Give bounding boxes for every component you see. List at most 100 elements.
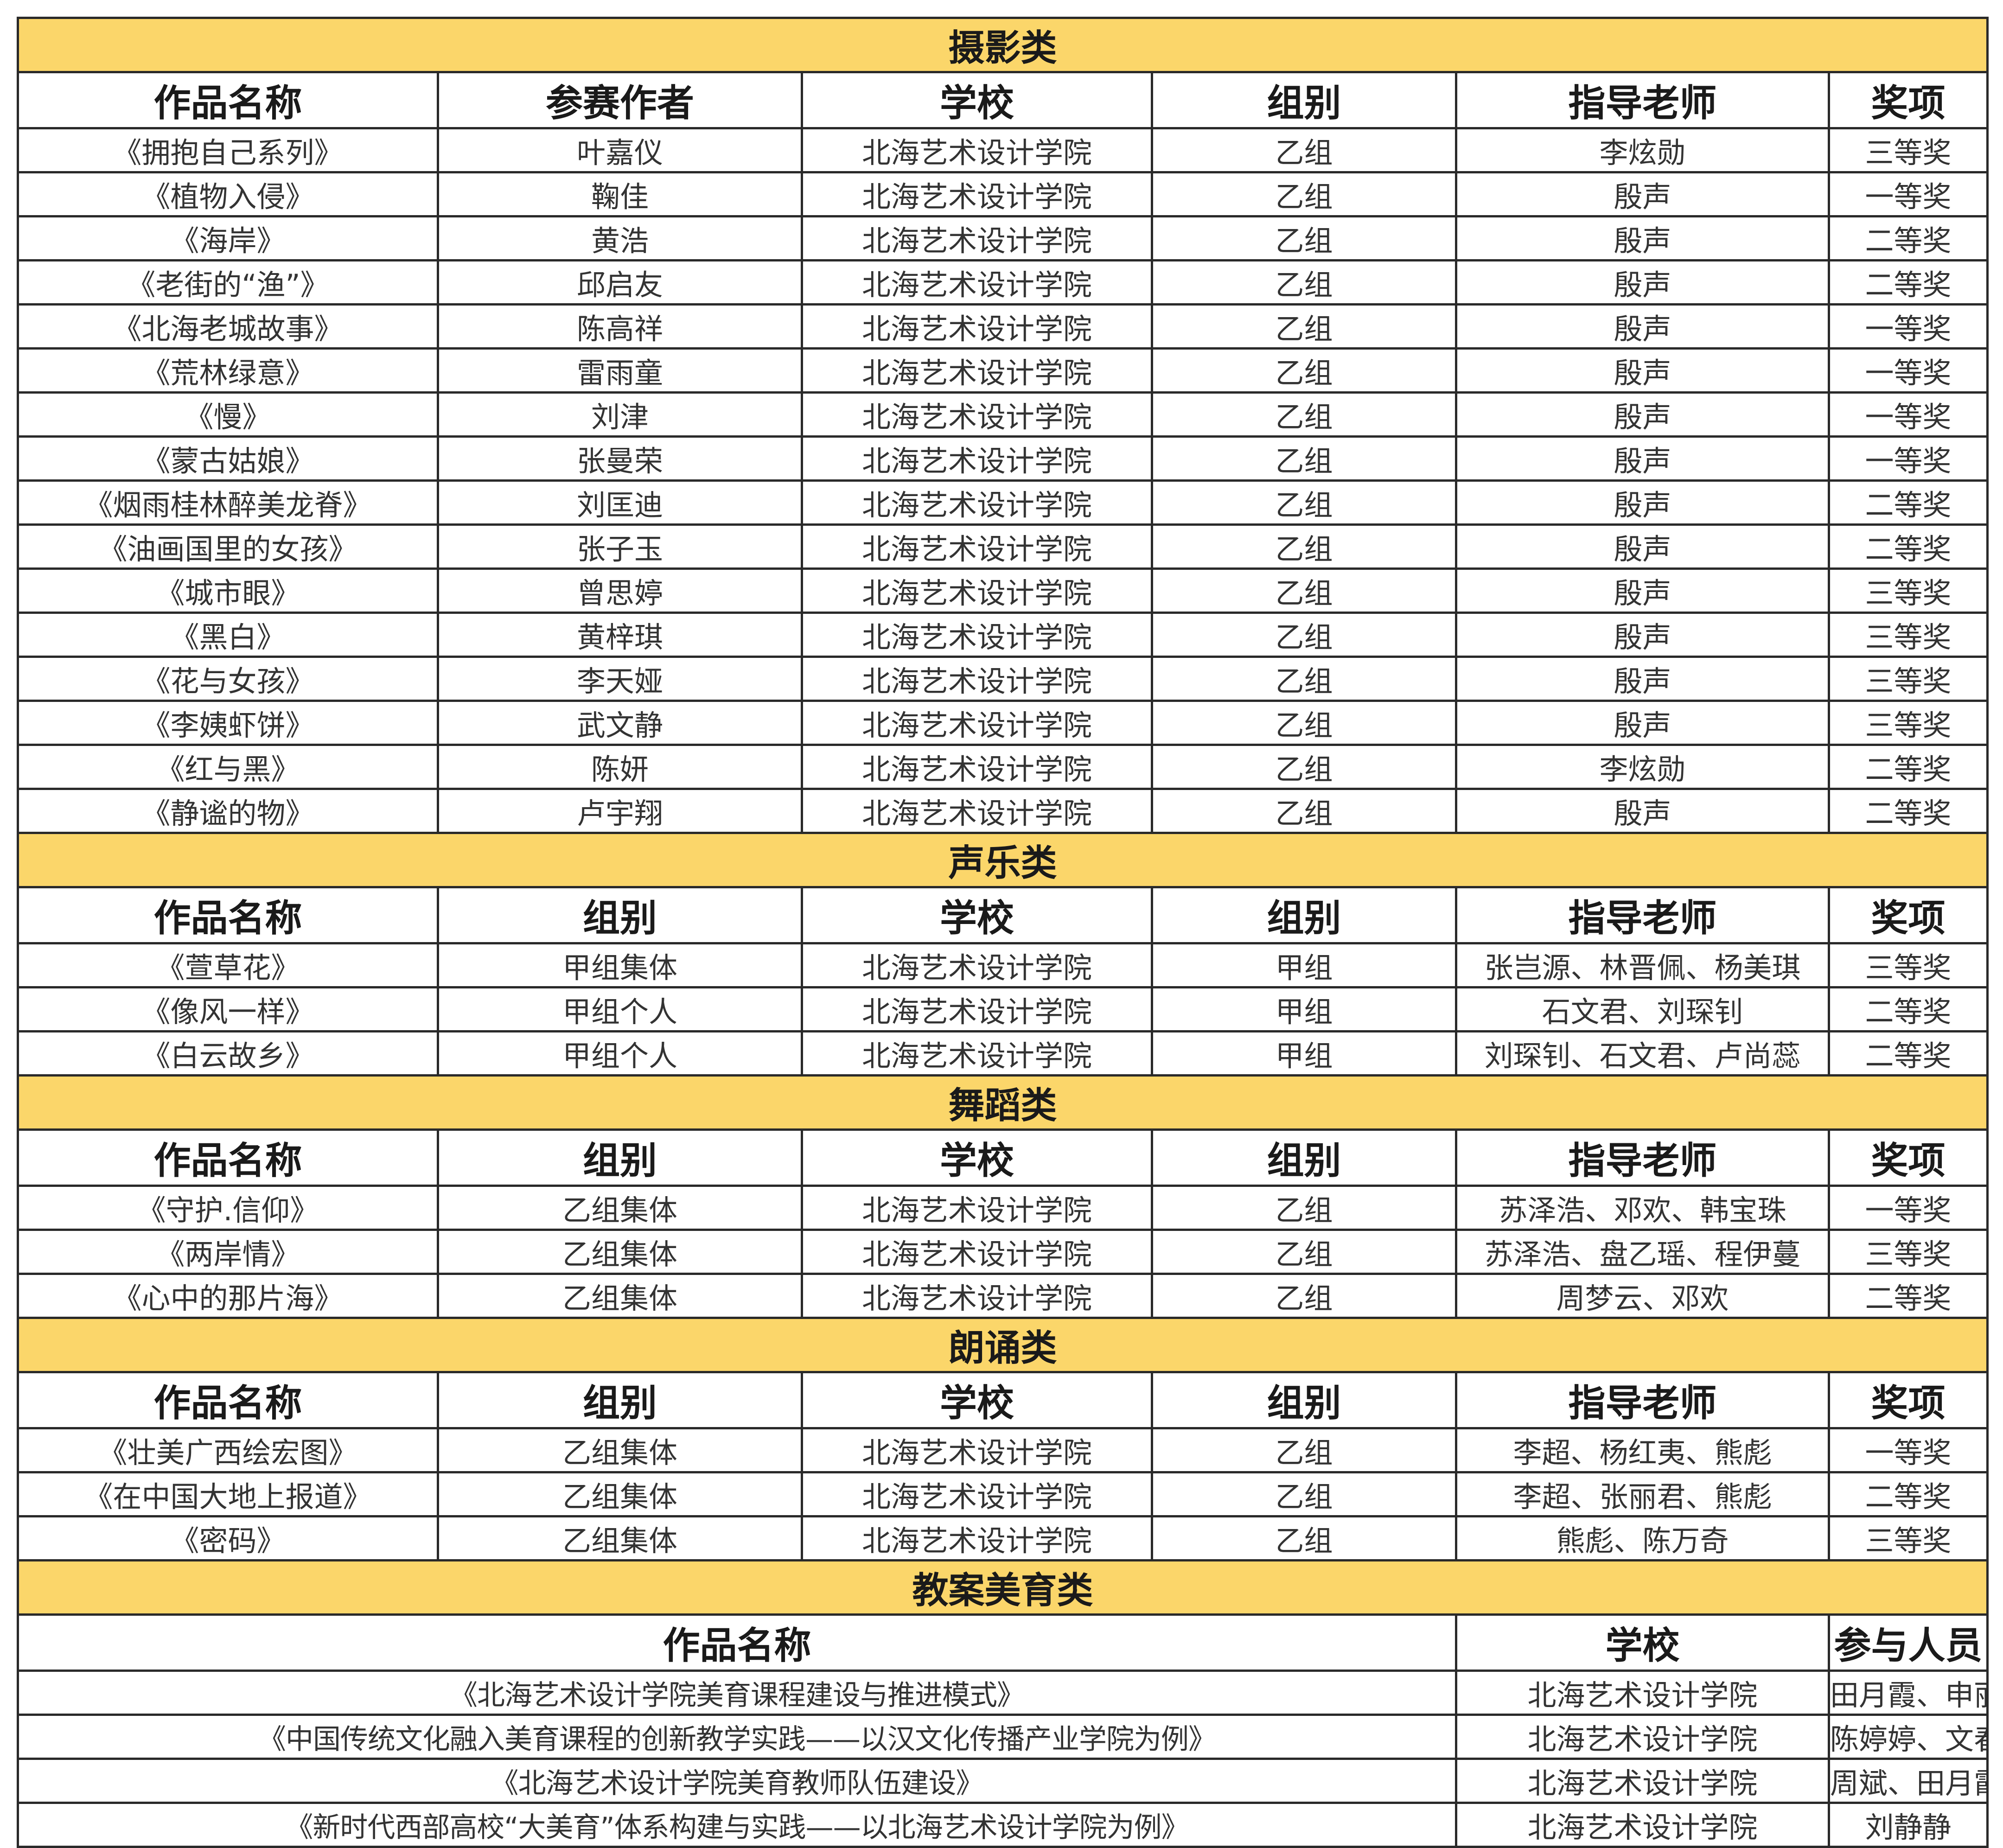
group-cell: 乙组 (1151, 1229, 1457, 1275)
school-cell: 北海艺术设计学院 (801, 259, 1153, 306)
group-cell: 乙组 (1151, 435, 1457, 482)
work-title-cell: 《海岸》 (17, 215, 439, 261)
column-header-work-title: 作品名称 (17, 1128, 439, 1187)
section-header: 教案美育类 (16, 1559, 1989, 1616)
work-title-cell: 《壮美广西绘宏图》 (17, 1427, 439, 1473)
column-header-instructor: 指导老师 (1455, 886, 1830, 944)
school-cell: 北海艺术设计学院 (801, 612, 1153, 658)
author-or-group-cell: 张曼荣 (437, 435, 803, 482)
award-cell: 三等奖 (1827, 942, 1989, 988)
award-cell: 二等奖 (1827, 1471, 1989, 1517)
work-title-cell: 《密码》 (17, 1515, 439, 1561)
column-header-row: 作品名称 组别 学校 组别 指导老师 奖项 (17, 886, 1989, 944)
school-cell: 北海艺术设计学院 (801, 1515, 1153, 1561)
work-title-cell: 《蒙古姑娘》 (17, 435, 439, 482)
work-title-cell: 《红与黑》 (17, 744, 439, 790)
work-title-cell: 《守护.信仰》 (17, 1185, 439, 1231)
work-title-cell: 《两岸情》 (17, 1229, 439, 1275)
award-cell: 三等奖 (1827, 1229, 1989, 1275)
instructor-cell: 殷声 (1455, 567, 1830, 614)
table-row: 《心中的那片海》 乙组集体 北海艺术设计学院 乙组 周梦云、邓欢 二等奖 (17, 1273, 1989, 1319)
work-title-cell: 《北海老城故事》 (17, 303, 439, 350)
author-or-group-cell: 武文静 (437, 700, 803, 746)
instructor-cell: 殷声 (1455, 171, 1830, 217)
school-cell: 北海艺术设计学院 (801, 391, 1153, 438)
instructor-cell: 李炫勋 (1455, 127, 1830, 173)
school-cell: 北海艺术设计学院 (801, 127, 1153, 173)
award-cell: 二等奖 (1827, 1030, 1989, 1077)
group-cell: 乙组 (1151, 567, 1457, 614)
group-cell: 甲组 (1151, 986, 1457, 1032)
author-or-group-cell: 刘匡迪 (437, 479, 803, 526)
column-header-instructor: 指导老师 (1455, 71, 1830, 129)
award-cell: 二等奖 (1827, 788, 1989, 834)
table-row: 《两岸情》 乙组集体 北海艺术设计学院 乙组 苏泽浩、盘乙瑶、程伊蔓 三等奖 (17, 1229, 1989, 1275)
school-cell: 北海艺术设计学院 (801, 1030, 1153, 1077)
table-row: 《萱草花》 甲组集体 北海艺术设计学院 甲组 张岂源、林晋佩、杨美琪 三等奖 (17, 942, 1989, 988)
school-cell: 北海艺术设计学院 (801, 435, 1153, 482)
work-title-cell: 《中国传统文化融入美育课程的创新教学实践——以汉文化传播产业学院为例》 (17, 1714, 1457, 1760)
author-or-group-cell: 卢宇翔 (437, 788, 803, 834)
award-cell: 一等奖 (1827, 171, 1989, 217)
work-title-cell: 《拥抱自己系列》 (17, 127, 439, 173)
school-cell: 北海艺术设计学院 (801, 700, 1153, 746)
participants-cell: 周斌、田月霞 (1827, 1758, 1989, 1804)
work-title-cell: 《北海艺术设计学院美育课程建设与推进模式》 (17, 1670, 1457, 1716)
author-or-group-cell: 陈高祥 (437, 303, 803, 350)
work-title-cell: 《萱草花》 (17, 942, 439, 988)
column-header-row: 作品名称 组别 学校 组别 指导老师 奖项 (17, 1371, 1989, 1429)
work-title-cell: 《像风一样》 (17, 986, 439, 1032)
instructor-cell: 殷声 (1455, 347, 1830, 394)
award-cell: 一等奖 (1827, 1185, 1989, 1231)
work-title-cell: 《烟雨桂林醉美龙脊》 (17, 479, 439, 526)
work-title-cell: 《慢》 (17, 391, 439, 438)
instructor-cell: 张岂源、林晋佩、杨美琪 (1455, 942, 1830, 988)
section-header: 声乐类 (16, 832, 1989, 888)
author-or-group-cell: 乙组集体 (437, 1427, 803, 1473)
instructor-cell: 殷声 (1455, 656, 1830, 702)
column-header-award: 奖项 (1827, 1128, 1989, 1187)
school-cell: 北海艺术设计学院 (801, 347, 1153, 394)
school-cell: 北海艺术设计学院 (1455, 1758, 1830, 1804)
work-title-cell: 《植物入侵》 (17, 171, 439, 217)
group-cell: 乙组 (1151, 303, 1457, 350)
column-header-author-or-group: 组别 (437, 1371, 803, 1429)
award-cell: 三等奖 (1827, 656, 1989, 702)
participants-cell: 陈婷婷、文春明、陈蔓延 (1827, 1714, 1989, 1760)
table-row: 《海岸》 黄浩 北海艺术设计学院 乙组 殷声 二等奖 (17, 215, 1989, 261)
award-cell: 二等奖 (1827, 215, 1989, 261)
table-row: 《密码》 乙组集体 北海艺术设计学院 乙组 熊彪、陈万奇 三等奖 (17, 1515, 1989, 1561)
award-cell: 一等奖 (1827, 391, 1989, 438)
column-header-group: 组别 (1151, 886, 1457, 944)
author-or-group-cell: 张子玉 (437, 523, 803, 570)
author-or-group-cell: 黄梓琪 (437, 612, 803, 658)
instructor-cell: 殷声 (1455, 788, 1830, 834)
award-cell: 一等奖 (1827, 1427, 1989, 1473)
award-cell: 三等奖 (1827, 700, 1989, 746)
table-row: 《北海老城故事》 陈高祥 北海艺术设计学院 乙组 殷声 一等奖 (17, 303, 1989, 350)
work-title-cell: 《花与女孩》 (17, 656, 439, 702)
column-header-row: 作品名称学校参与人员奖项 (17, 1613, 1989, 1672)
instructor-cell: 李炫勋 (1455, 744, 1830, 790)
school-cell: 北海艺术设计学院 (801, 303, 1153, 350)
author-or-group-cell: 刘津 (437, 391, 803, 438)
author-or-group-cell: 甲组个人 (437, 1030, 803, 1077)
table-row: 《油画国里的女孩》 张子玉 北海艺术设计学院 乙组 殷声 二等奖 (17, 523, 1989, 570)
instructor-cell: 殷声 (1455, 523, 1830, 570)
section-header: 朗诵类 (16, 1317, 1989, 1373)
school-cell: 北海艺术设计学院 (801, 656, 1153, 702)
table-row: 《老街的“渔”》 邱启友 北海艺术设计学院 乙组 殷声 二等奖 (17, 259, 1989, 306)
section-header: 舞蹈类 (16, 1074, 1989, 1131)
column-header-award: 奖项 (1827, 1371, 1989, 1429)
school-cell: 北海艺术设计学院 (801, 744, 1153, 790)
award-cell: 二等奖 (1827, 744, 1989, 790)
group-cell: 乙组 (1151, 259, 1457, 306)
participants-cell: 刘静静 (1827, 1802, 1989, 1848)
author-or-group-cell: 李天娅 (437, 656, 803, 702)
table-row: 《守护.信仰》 乙组集体 北海艺术设计学院 乙组 苏泽浩、邓欢、韩宝珠 一等奖 (17, 1185, 1989, 1231)
school-cell: 北海艺术设计学院 (801, 1273, 1153, 1319)
column-header-row: 作品名称 组别 学校 组别 指导老师 奖项 (17, 1128, 1989, 1187)
group-cell: 乙组 (1151, 127, 1457, 173)
column-header-work-title: 作品名称 (17, 886, 439, 944)
table-row: 《拥抱自己系列》 叶嘉仪 北海艺术设计学院 乙组 李炫勋 三等奖 (17, 127, 1989, 173)
